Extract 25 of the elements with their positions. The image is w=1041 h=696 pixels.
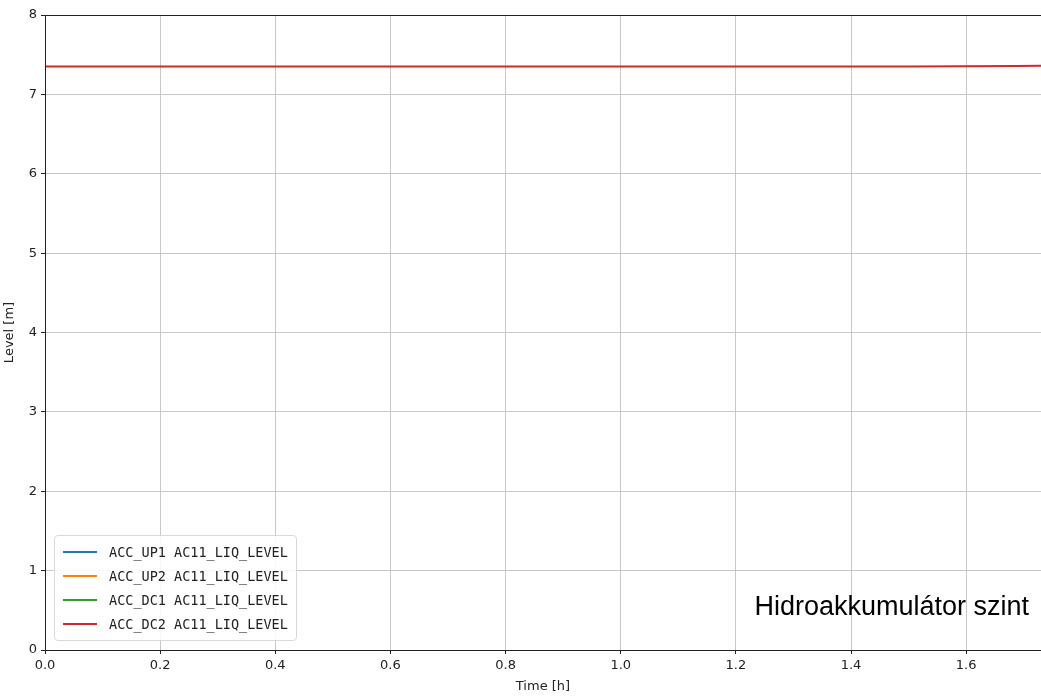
y-tick-label: 4 — [28, 323, 37, 339]
x-tick-label: 1.4 — [840, 657, 862, 673]
y-tick-label: 7 — [28, 85, 37, 101]
annotation: Hidroakkumulátor szint — [754, 591, 1029, 622]
x-tick-label: 0.8 — [495, 657, 516, 673]
x-tick-label: 0.2 — [149, 657, 171, 673]
legend-label: ACC_UP1 AC11_LIQ_LEVEL — [109, 544, 288, 560]
x-tick-label: 0.6 — [380, 657, 401, 673]
y-axis-title: Level [m] — [1, 301, 17, 364]
y-tick-label: 3 — [28, 403, 37, 419]
legend-label: ACC_DC2 AC11_LIQ_LEVEL — [109, 616, 288, 632]
y-tick-label: 5 — [28, 244, 37, 260]
y-tick-label: 8 — [28, 6, 37, 22]
x-tick-label: 0.0 — [34, 657, 56, 673]
x-tick-label: 1.0 — [610, 657, 632, 673]
x-axis-title: Time [h] — [514, 677, 571, 693]
y-tick-label: 1 — [28, 562, 37, 577]
x-tick-label: 0.4 — [264, 657, 286, 673]
y-tick-label: 6 — [28, 165, 37, 181]
legend-label: ACC_DC1 AC11_LIQ_LEVEL — [109, 592, 288, 608]
legend-label: ACC_UP2 AC11_LIQ_LEVEL — [109, 568, 288, 584]
x-tick-label: 1.6 — [955, 657, 977, 673]
x-tick-label: 1.2 — [725, 657, 747, 673]
y-tick-label: 0 — [28, 641, 37, 657]
y-tick-label: 2 — [28, 482, 37, 498]
